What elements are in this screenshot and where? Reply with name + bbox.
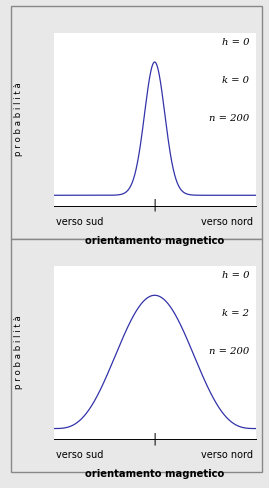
Text: verso nord: verso nord [201, 217, 253, 226]
Text: p r o b a b i l i t à: p r o b a b i l i t à [14, 82, 23, 156]
Text: p r o b a b i l i t à: p r o b a b i l i t à [14, 316, 23, 389]
Text: orientamento magnetico: orientamento magnetico [85, 236, 224, 246]
Text: orientamento magnetico: orientamento magnetico [85, 469, 224, 479]
Text: n = 200: n = 200 [209, 347, 249, 356]
Text: n = 200: n = 200 [209, 114, 249, 123]
Text: k = 2: k = 2 [222, 309, 249, 318]
Text: verso nord: verso nord [201, 450, 253, 460]
Text: verso sud: verso sud [56, 450, 104, 460]
Text: h = 0: h = 0 [222, 38, 249, 47]
Text: k = 0: k = 0 [222, 76, 249, 85]
Text: h = 0: h = 0 [222, 271, 249, 280]
Text: verso sud: verso sud [56, 217, 104, 226]
